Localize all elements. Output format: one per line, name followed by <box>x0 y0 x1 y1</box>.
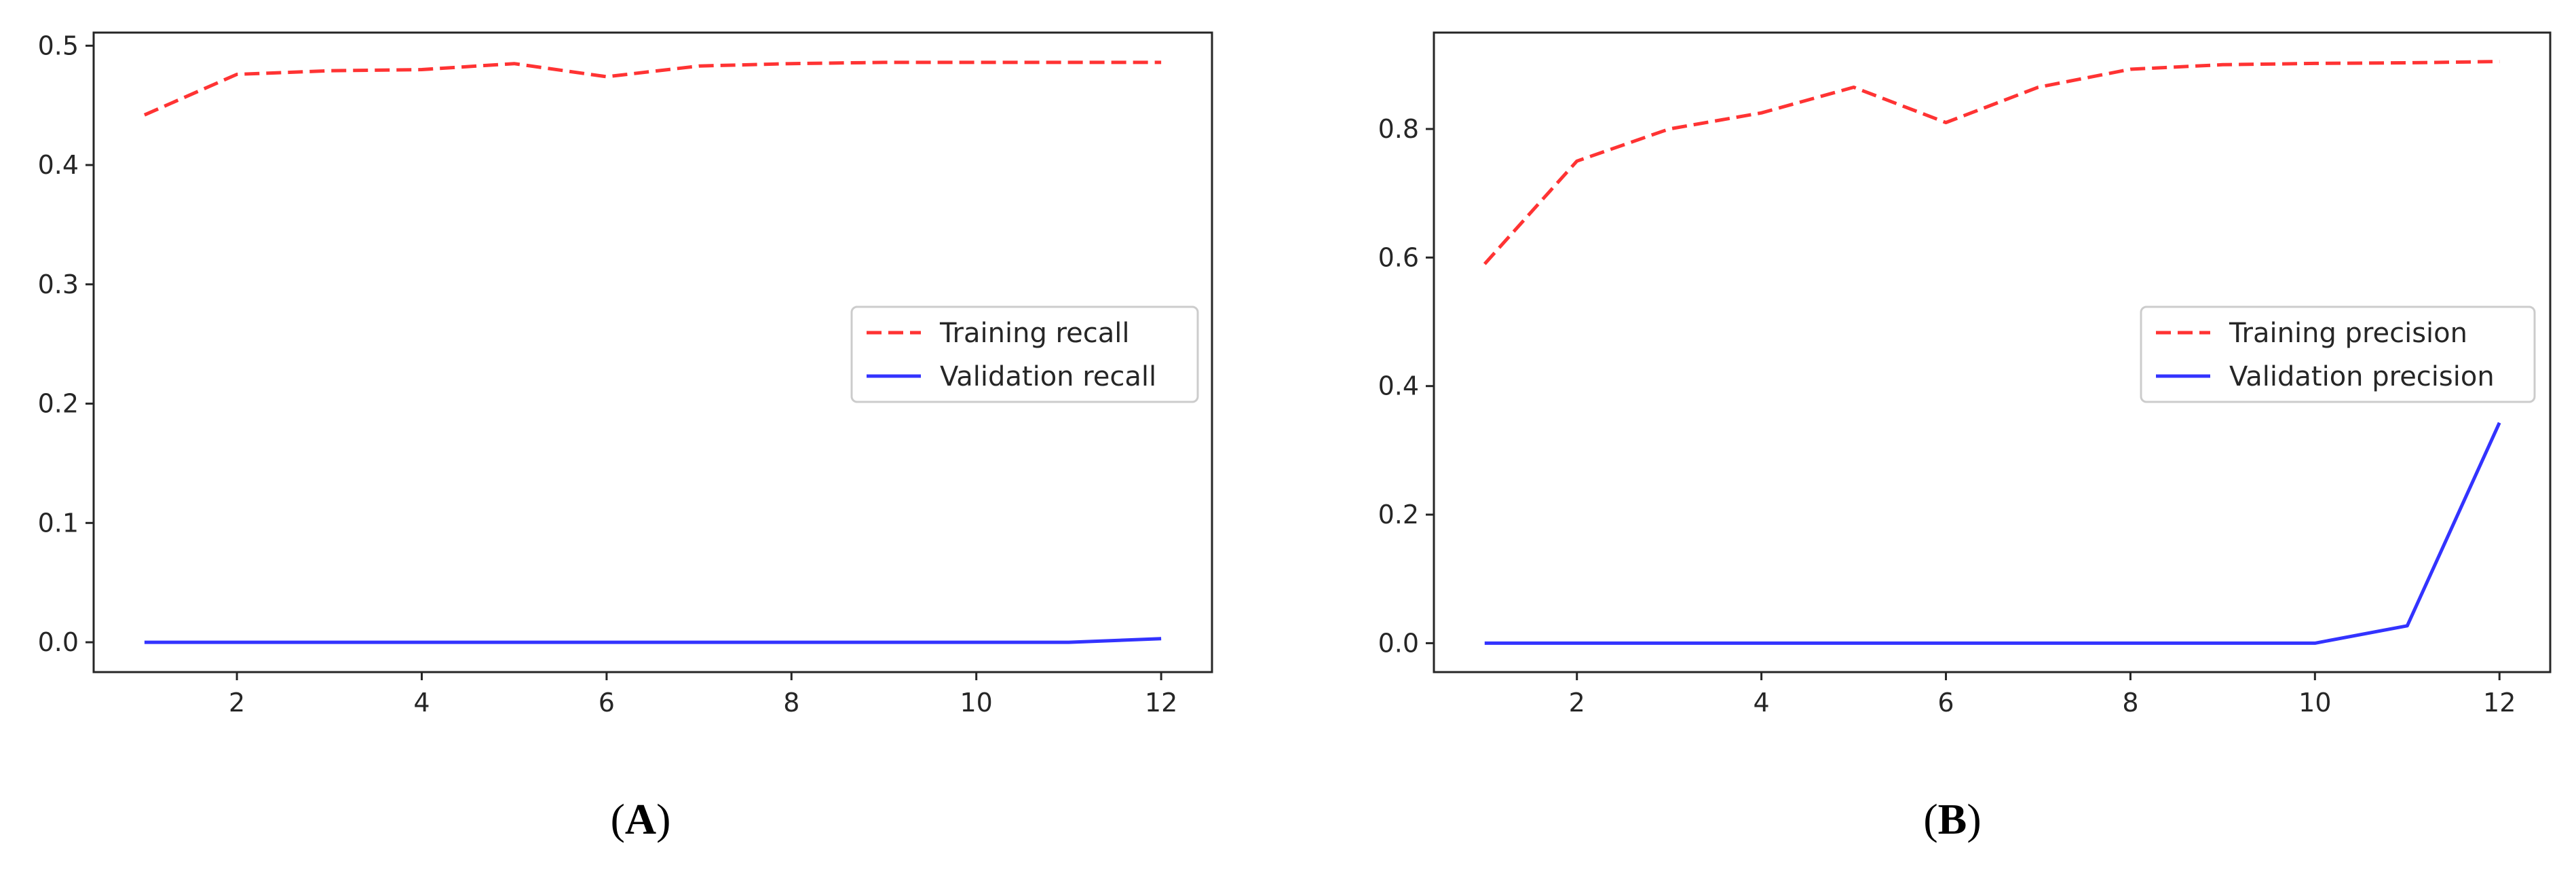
x-tick-label: 2 <box>229 688 245 718</box>
y-tick-label: 0.4 <box>38 150 79 180</box>
legend: Training precision Validation precision <box>2140 305 2536 403</box>
legend-label: Validation recall <box>940 361 1156 392</box>
x-tick-label: 10 <box>2298 688 2331 718</box>
chart-panel-a: 0.0 0.1 0.2 0.3 0.4 0.5 2 4 6 8 10 12 Training recal… <box>38 31 1213 718</box>
series-line-validation <box>1484 422 2501 645</box>
x-tick-label: 12 <box>2483 688 2516 718</box>
y-tick-label: 0.0 <box>1378 628 1419 658</box>
series-line-training <box>1483 60 2500 265</box>
caption-open-paren: ( <box>611 795 625 843</box>
axes-frame <box>1433 31 2552 673</box>
x-tick-label: 4 <box>1754 688 1770 718</box>
axes-frame <box>92 31 1213 673</box>
caption-label: B <box>1938 795 1967 843</box>
series-line-training <box>143 60 1162 117</box>
y-tick-label: 0.5 <box>38 31 79 60</box>
x-tick-label: 12 <box>1145 688 1177 718</box>
y-tick-label: 0.6 <box>1378 242 1419 272</box>
series-line-validation <box>144 637 1162 644</box>
y-tick-label: 0.0 <box>38 627 79 657</box>
x-tick-label: 2 <box>1569 688 1585 718</box>
caption-close-paren: ) <box>1967 795 1981 843</box>
legend-label: Validation precision <box>2229 361 2495 392</box>
y-tick-label: 0.4 <box>1378 371 1419 401</box>
y-tick-label: 0.2 <box>1378 500 1419 530</box>
y-tick-label: 0.3 <box>38 270 79 299</box>
y-tick-label: 0.2 <box>38 389 79 419</box>
caption-close-paren: ) <box>656 795 670 843</box>
panel-caption-b: (B) <box>1923 795 1981 843</box>
legend-box <box>850 305 1199 403</box>
chart-panel-b: 0.0 0.2 0.4 0.6 0.8 2 4 6 8 10 12 Training precisio… <box>1378 31 2552 718</box>
x-tick-label: 6 <box>599 688 615 718</box>
legend: Training recall Validation recall <box>850 305 1199 403</box>
x-tick-label: 4 <box>413 688 430 718</box>
legend-box <box>2140 305 2536 403</box>
x-tick-label: 8 <box>2122 688 2138 718</box>
legend-label: Training recall <box>939 318 1129 349</box>
x-tick-label: 10 <box>960 688 993 718</box>
caption-label: A <box>625 795 656 843</box>
x-tick-label: 8 <box>783 688 799 718</box>
y-tick-label: 0.1 <box>38 508 79 538</box>
panel-caption-a: (A) <box>611 795 671 843</box>
legend-label: Training precision <box>2229 318 2467 349</box>
x-tick-label: 6 <box>1937 688 1954 718</box>
caption-open-paren: ( <box>1923 795 1937 843</box>
y-tick-label: 0.8 <box>1378 114 1419 144</box>
